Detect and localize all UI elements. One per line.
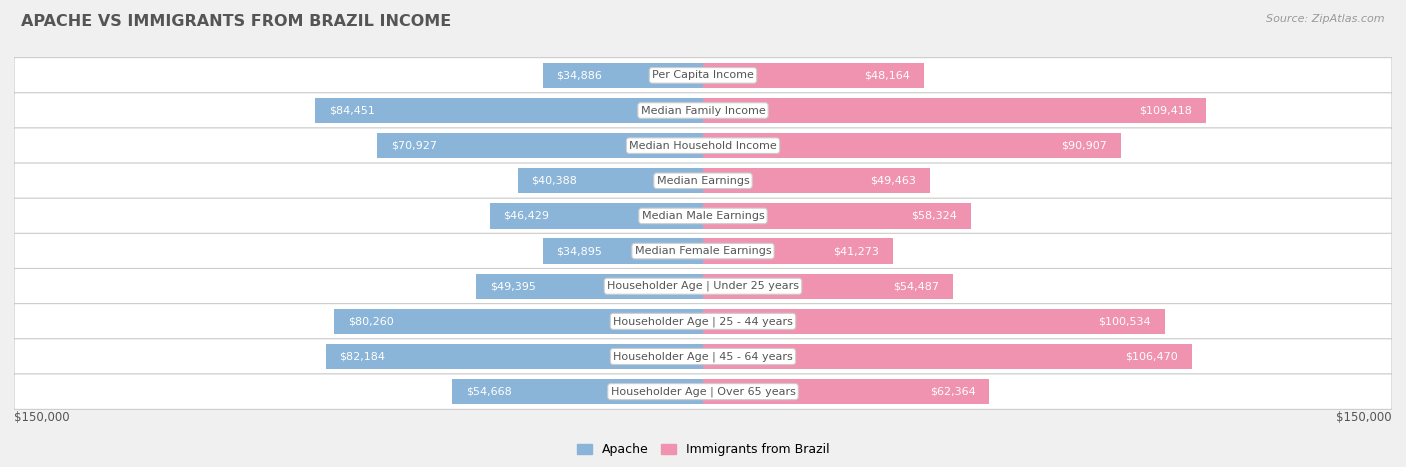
Bar	[703, 133, 1121, 158]
Bar	[543, 239, 703, 264]
Text: $106,470: $106,470	[1125, 352, 1178, 361]
Bar	[703, 239, 893, 264]
Text: $34,895: $34,895	[557, 246, 602, 256]
FancyBboxPatch shape	[14, 304, 1392, 339]
Bar	[543, 63, 703, 88]
Legend: Apache, Immigrants from Brazil: Apache, Immigrants from Brazil	[572, 439, 834, 461]
FancyBboxPatch shape	[14, 57, 1392, 93]
Text: Median Earnings: Median Earnings	[657, 176, 749, 186]
Text: $82,184: $82,184	[339, 352, 385, 361]
Text: $70,927: $70,927	[391, 141, 437, 151]
Bar	[377, 133, 703, 158]
Bar	[517, 168, 703, 193]
FancyBboxPatch shape	[14, 93, 1392, 128]
Text: Median Male Earnings: Median Male Earnings	[641, 211, 765, 221]
Bar	[703, 63, 924, 88]
Bar	[703, 168, 931, 193]
Text: $41,273: $41,273	[832, 246, 879, 256]
Text: Householder Age | 45 - 64 years: Householder Age | 45 - 64 years	[613, 351, 793, 362]
Bar	[315, 98, 703, 123]
Text: $150,000: $150,000	[1336, 411, 1392, 425]
Text: Householder Age | Over 65 years: Householder Age | Over 65 years	[610, 386, 796, 397]
Text: APACHE VS IMMIGRANTS FROM BRAZIL INCOME: APACHE VS IMMIGRANTS FROM BRAZIL INCOME	[21, 14, 451, 29]
Bar	[703, 379, 990, 404]
Text: $34,886: $34,886	[557, 71, 602, 80]
Text: Householder Age | 25 - 44 years: Householder Age | 25 - 44 years	[613, 316, 793, 326]
FancyBboxPatch shape	[14, 339, 1392, 374]
Text: $84,451: $84,451	[329, 106, 375, 115]
Text: $58,324: $58,324	[911, 211, 957, 221]
Bar	[703, 274, 953, 299]
Text: Median Family Income: Median Family Income	[641, 106, 765, 115]
FancyBboxPatch shape	[14, 374, 1392, 410]
Text: $62,364: $62,364	[929, 387, 976, 396]
FancyBboxPatch shape	[14, 163, 1392, 198]
Bar	[703, 203, 972, 228]
FancyBboxPatch shape	[14, 198, 1392, 234]
Text: $49,463: $49,463	[870, 176, 917, 186]
Bar	[703, 98, 1205, 123]
Text: Per Capita Income: Per Capita Income	[652, 71, 754, 80]
Text: $100,534: $100,534	[1098, 316, 1152, 326]
Bar	[335, 309, 703, 334]
Bar	[326, 344, 703, 369]
Text: $90,907: $90,907	[1062, 141, 1107, 151]
Text: $150,000: $150,000	[14, 411, 70, 425]
Bar	[703, 309, 1164, 334]
Text: $49,395: $49,395	[489, 281, 536, 291]
Text: $40,388: $40,388	[531, 176, 576, 186]
Bar	[703, 344, 1192, 369]
Bar	[451, 379, 703, 404]
Text: Source: ZipAtlas.com: Source: ZipAtlas.com	[1267, 14, 1385, 24]
FancyBboxPatch shape	[14, 128, 1392, 163]
Text: $46,429: $46,429	[503, 211, 550, 221]
Text: $80,260: $80,260	[349, 316, 394, 326]
Bar	[489, 203, 703, 228]
Text: $54,487: $54,487	[893, 281, 939, 291]
Text: Median Female Earnings: Median Female Earnings	[634, 246, 772, 256]
Text: $109,418: $109,418	[1139, 106, 1192, 115]
FancyBboxPatch shape	[14, 234, 1392, 269]
Text: $54,668: $54,668	[465, 387, 512, 396]
Text: Median Household Income: Median Household Income	[628, 141, 778, 151]
FancyBboxPatch shape	[14, 269, 1392, 304]
Text: Householder Age | Under 25 years: Householder Age | Under 25 years	[607, 281, 799, 291]
Bar	[477, 274, 703, 299]
Text: $48,164: $48,164	[865, 71, 911, 80]
